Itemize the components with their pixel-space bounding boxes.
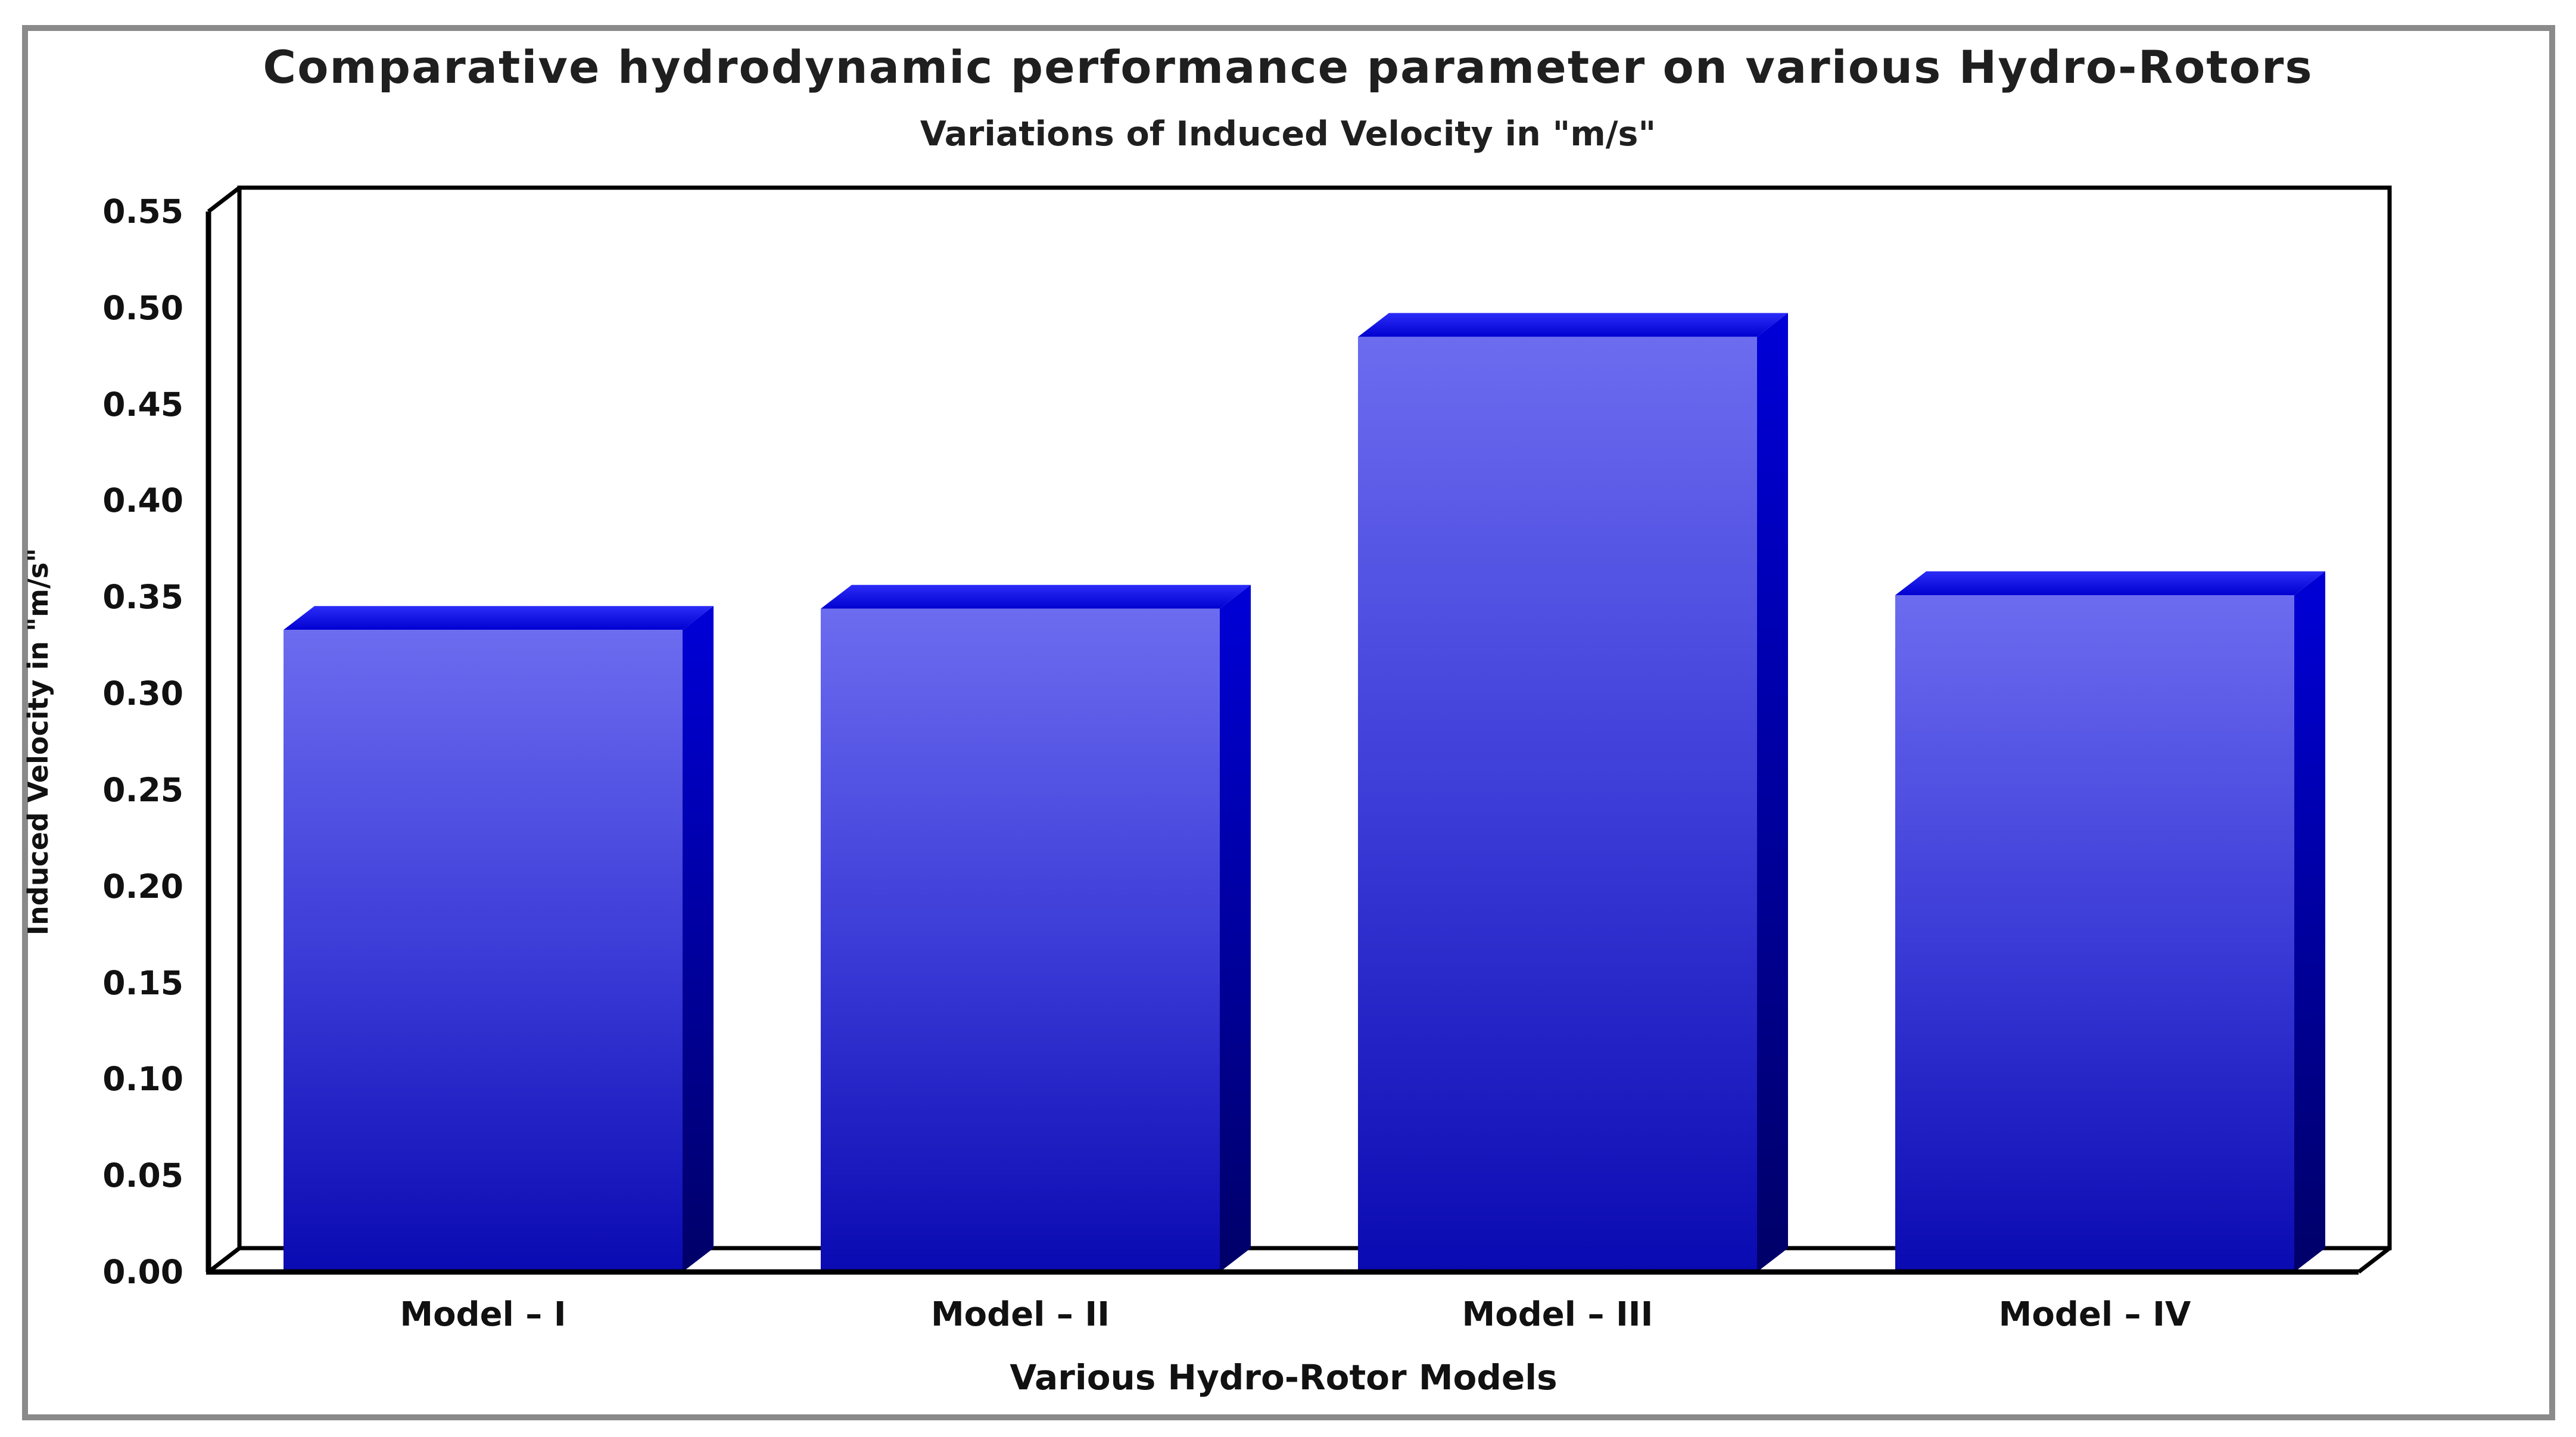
bar-front-face (284, 630, 683, 1272)
y-tick-label: 0.40 (102, 481, 183, 520)
y-tick-label: 0.00 (102, 1253, 183, 1291)
bar-front-face (1895, 595, 2294, 1272)
bar-top-face (1895, 571, 2325, 596)
plot-back-wall (237, 185, 2392, 1251)
y-tick-label: 0.20 (102, 867, 183, 906)
bar-4 (1895, 571, 2325, 1272)
y-axis-title: Induced Velocity in "m/s" (22, 548, 54, 936)
y-tick-label: 0.25 (102, 770, 183, 809)
depth-edge-bottom-left (207, 1246, 241, 1274)
bar-side-face (2294, 571, 2325, 1272)
bar-top-face (821, 584, 1251, 609)
depth-edge-bottom-right (2357, 1246, 2391, 1274)
y-tick-label: 0.35 (102, 578, 183, 617)
bar-side-face (1220, 584, 1251, 1272)
bar-front-face (1358, 337, 1757, 1272)
y-tick-label: 0.05 (102, 1156, 183, 1195)
y-tick-label: 0.50 (102, 288, 183, 327)
y-tick-label: 0.15 (102, 963, 183, 1002)
depth-edge-top-left (207, 186, 241, 213)
x-category-label: Model – I (400, 1295, 566, 1334)
x-axis-title: Various Hydro-Rotor Models (1010, 1357, 1558, 1398)
bar-top-face (284, 606, 714, 630)
x-category-label: Model – III (1462, 1295, 1653, 1334)
chart-subtitle: Variations of Induced Velocity in "m/s" (920, 114, 1656, 154)
bar-front-face (821, 608, 1220, 1272)
bar-top-face (1358, 313, 1788, 337)
x-category-label: Model – II (930, 1295, 1110, 1334)
bar-side-face (683, 606, 714, 1272)
bar-2 (821, 584, 1251, 1272)
y-tick-label: 0.30 (102, 674, 183, 713)
y-tick-label: 0.10 (102, 1060, 183, 1099)
bar-1 (284, 606, 714, 1272)
y-tick-label: 0.45 (102, 385, 183, 424)
bar-3 (1358, 313, 1788, 1272)
y-tick-label: 0.55 (102, 192, 183, 231)
bar-side-face (1757, 313, 1788, 1272)
chart-title: Comparative hydrodynamic performance par… (263, 41, 2313, 94)
x-category-label: Model – IV (1998, 1295, 2191, 1334)
